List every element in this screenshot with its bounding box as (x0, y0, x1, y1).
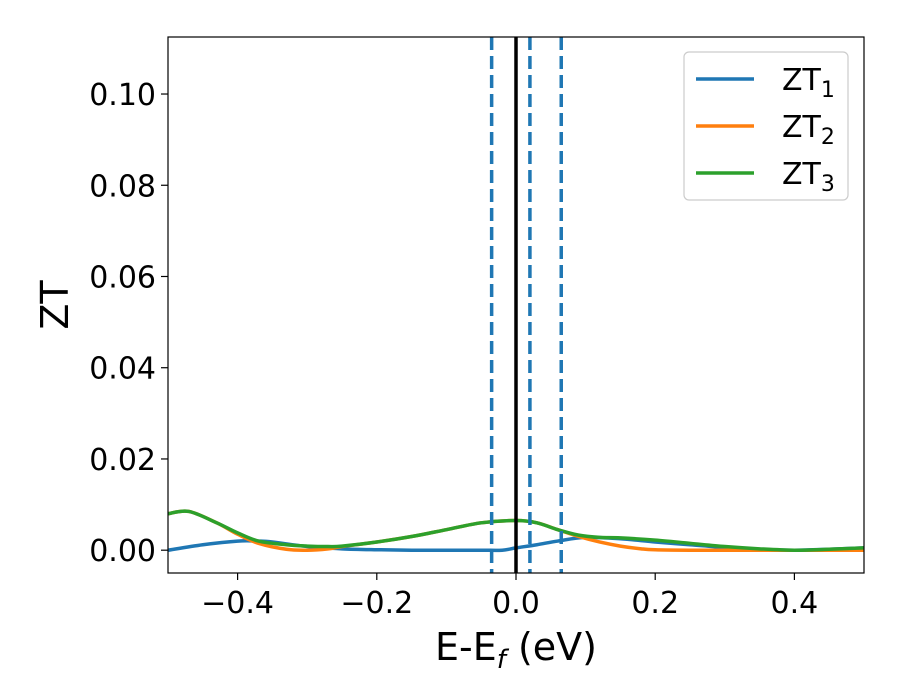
legend-label: ZT2 (782, 110, 835, 150)
y-tick-label: 0.02 (89, 443, 156, 478)
legend-box (683, 51, 849, 201)
x-tick-label: −0.4 (201, 586, 274, 621)
x-axis-label-main: E-E (435, 625, 497, 669)
series-line-zt3 (168, 509, 864, 552)
legend-label: ZT3 (782, 157, 835, 197)
y-axis-label: ZT (33, 280, 77, 330)
x-tick-label: −0.2 (340, 586, 413, 621)
y-tick-label: 0.08 (89, 169, 156, 204)
y-tick-label: 0.06 (89, 260, 156, 295)
y-tick-label: 0.04 (89, 352, 156, 387)
y-tick-label: 0.00 (89, 534, 156, 569)
x-axis-label-unit: (eV) (506, 625, 597, 669)
y-ticks: 0.00 0.02 0.04 0.06 0.08 0.10 (89, 78, 168, 569)
x-axis-label: E-Ef (eV) (435, 625, 597, 675)
x-tick-label: 0.4 (771, 586, 819, 621)
x-tick-label: 0.0 (492, 586, 540, 621)
y-tick-label: 0.10 (89, 78, 156, 113)
legend-label: ZT1 (782, 63, 835, 103)
plot-frame (167, 36, 865, 574)
x-tick-label: 0.2 (631, 586, 679, 621)
x-ticks: −0.4 −0.2 0.0 0.2 0.4 (201, 573, 818, 621)
legend: ZT1 ZT2 ZT3 (683, 51, 849, 201)
plot-area (168, 37, 864, 573)
